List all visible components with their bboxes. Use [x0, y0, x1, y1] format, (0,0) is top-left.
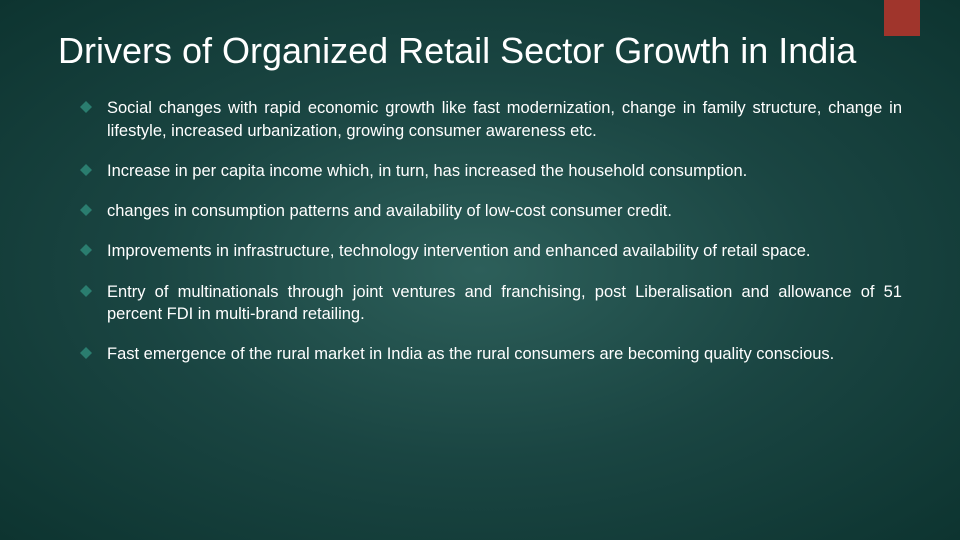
- list-item: Fast emergence of the rural market in In…: [80, 343, 902, 365]
- slide-title: Drivers of Organized Retail Sector Growt…: [58, 30, 902, 71]
- diamond-bullet-icon: [80, 164, 92, 176]
- diamond-bullet-icon: [80, 244, 92, 256]
- list-item: Social changes with rapid economic growt…: [80, 97, 902, 142]
- bullet-text: Increase in per capita income which, in …: [107, 160, 902, 182]
- diamond-bullet-icon: [80, 285, 92, 297]
- bullet-text: Fast emergence of the rural market in In…: [107, 343, 902, 365]
- bullet-list: Social changes with rapid economic growt…: [58, 97, 902, 365]
- diamond-bullet-icon: [80, 101, 92, 113]
- bullet-text: Social changes with rapid economic growt…: [107, 97, 902, 142]
- diamond-bullet-icon: [80, 347, 92, 359]
- bullet-text: changes in consumption patterns and avai…: [107, 200, 902, 222]
- diamond-bullet-icon: [80, 204, 92, 216]
- bullet-text: Entry of multinationals through joint ve…: [107, 281, 902, 326]
- list-item: Increase in per capita income which, in …: [80, 160, 902, 182]
- slide-content: Drivers of Organized Retail Sector Growt…: [0, 0, 960, 404]
- list-item: Entry of multinationals through joint ve…: [80, 281, 902, 326]
- list-item: Improvements in infrastructure, technolo…: [80, 240, 902, 262]
- list-item: changes in consumption patterns and avai…: [80, 200, 902, 222]
- bullet-text: Improvements in infrastructure, technolo…: [107, 240, 902, 262]
- accent-bar: [884, 0, 920, 36]
